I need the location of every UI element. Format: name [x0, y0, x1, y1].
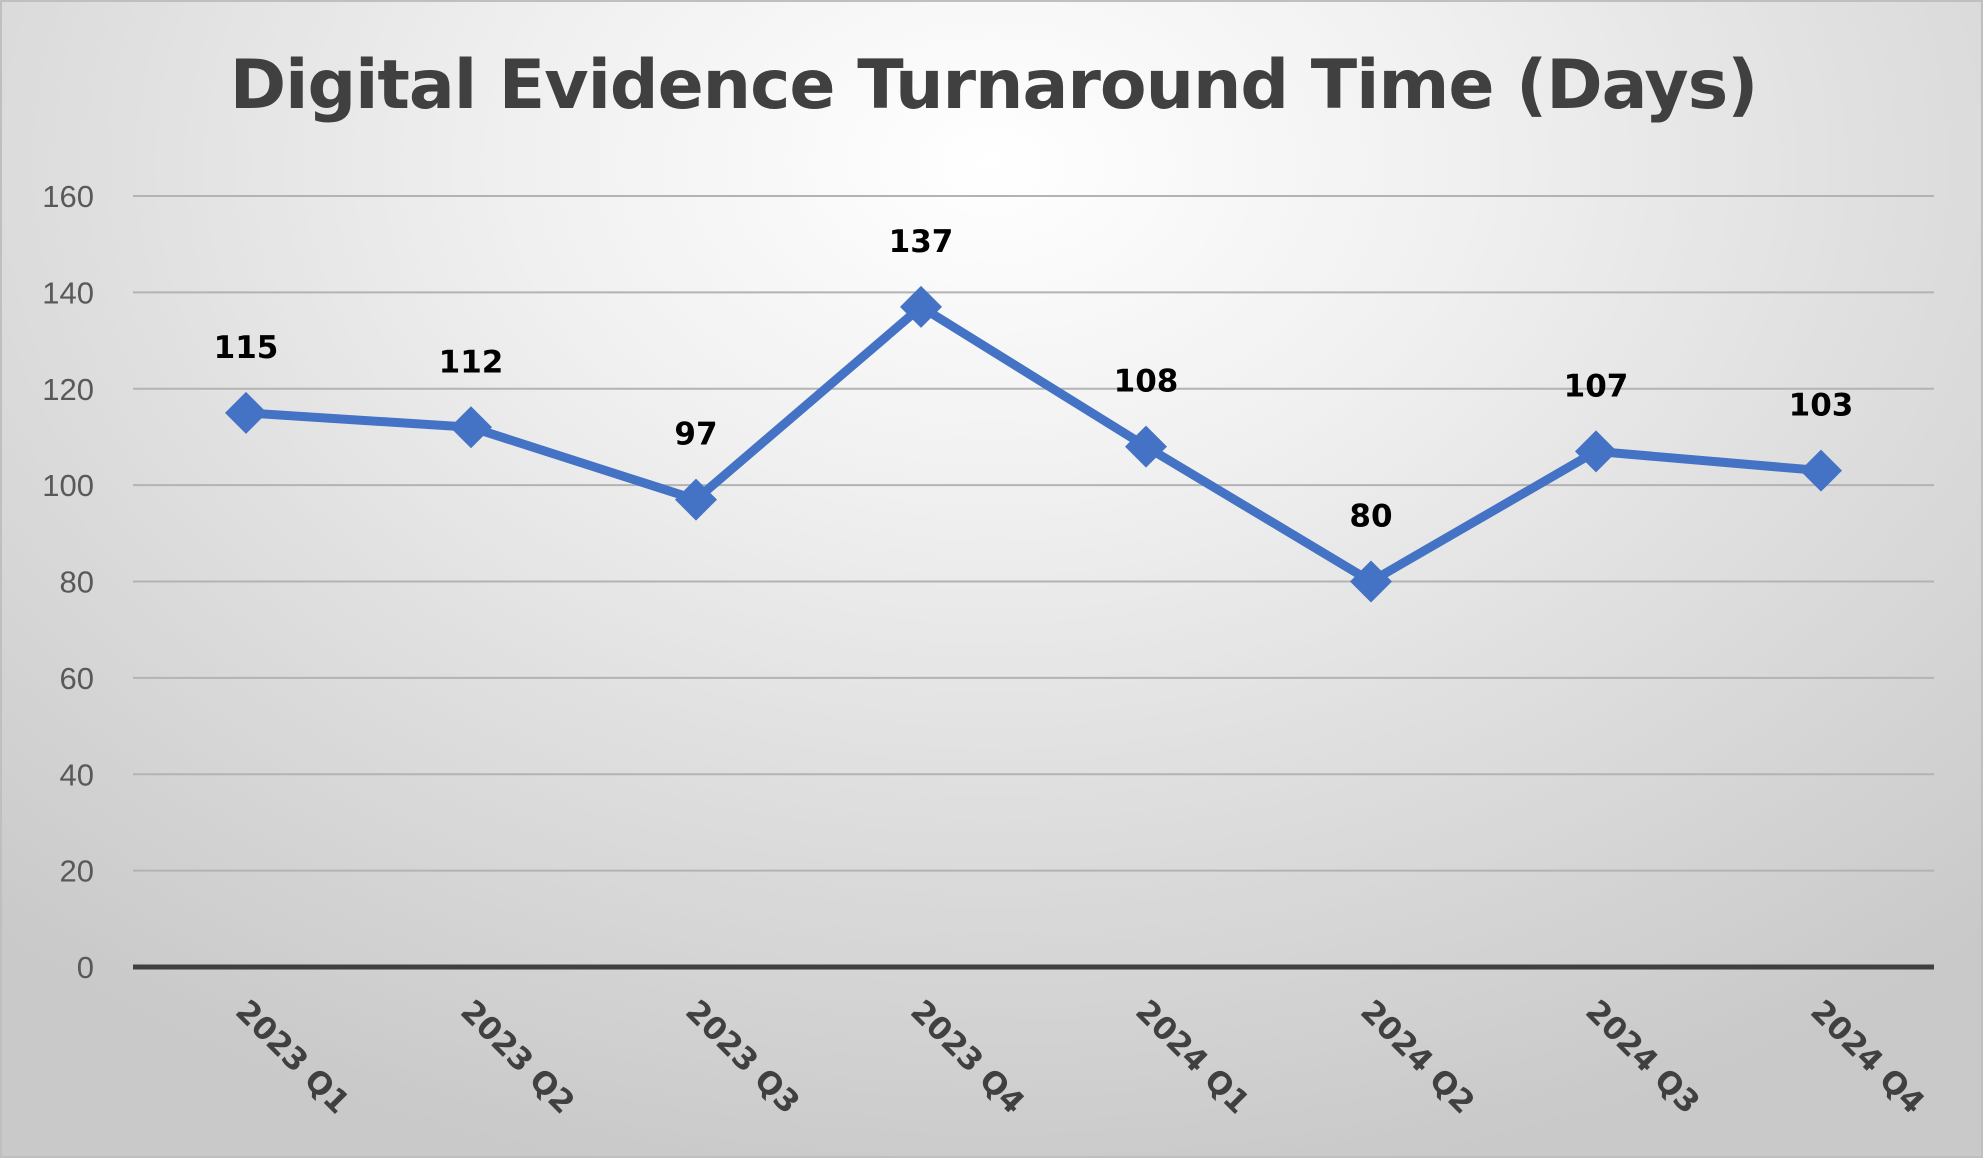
data-label: 97	[674, 417, 717, 453]
y-tick-label: 120	[42, 372, 94, 407]
data-label: 112	[439, 344, 504, 380]
y-tick-label: 160	[42, 179, 94, 214]
series-line-layer	[241, 302, 1826, 586]
data-point-marker	[900, 285, 942, 328]
drop-lines	[244, 306, 1823, 967]
x-tick-label: 2023 Q1	[228, 993, 356, 1121]
x-tick-label: 2024 Q2	[1353, 993, 1481, 1121]
x-tick-label: 2023 Q3	[678, 993, 806, 1121]
y-tick-label: 100	[42, 468, 94, 503]
data-label: 137	[889, 224, 954, 260]
data-label: 103	[1789, 388, 1854, 424]
data-label: 108	[1114, 364, 1179, 400]
data-point-marker	[1575, 430, 1617, 473]
x-tick-label: 2024 Q1	[1128, 993, 1256, 1121]
gridlines	[133, 195, 1934, 872]
data-point-marker	[450, 406, 492, 449]
series-markers	[225, 285, 1842, 603]
x-tick-label: 2023 Q2	[453, 993, 581, 1121]
y-tick-label: 0	[77, 950, 94, 985]
data-point-marker	[675, 478, 717, 521]
data-label: 115	[214, 330, 279, 366]
data-label: 80	[1349, 499, 1392, 535]
data-point-marker	[1350, 560, 1392, 603]
y-tick-label: 60	[60, 661, 94, 696]
data-labels: 115 112 97 137 108 80 107 103	[214, 224, 1854, 535]
y-tick-label: 40	[60, 757, 94, 792]
series-line	[241, 302, 1826, 586]
y-tick-label: 20	[60, 854, 94, 889]
y-tick-label: 140	[42, 275, 94, 310]
x-axis-tick-labels: 2023 Q1 2023 Q2 2023 Q3 2023 Q4 2024 Q1 2024 …	[228, 993, 1931, 1121]
data-point-marker	[225, 391, 267, 434]
chart-title: Digital Evidence Turnaround Time (Days)	[229, 46, 1759, 125]
y-tick-label: 80	[60, 565, 94, 600]
y-axis-tick-labels: 0 20 40 60 80 100 120 140 160	[42, 179, 94, 985]
data-point-marker	[1800, 449, 1842, 492]
x-tick-label: 2024 Q4	[1803, 993, 1931, 1121]
data-label: 107	[1564, 368, 1629, 404]
data-point-marker	[1125, 425, 1167, 468]
x-tick-label: 2023 Q4	[903, 993, 1031, 1121]
x-tick-label: 2024 Q3	[1578, 993, 1706, 1121]
